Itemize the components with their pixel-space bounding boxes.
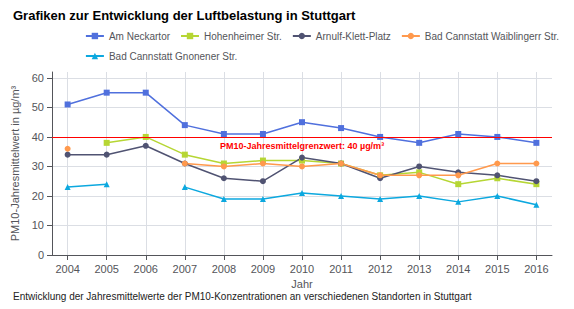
svg-text:Grafiken zur Entwicklung der L: Grafiken zur Entwicklung der Luftbelastu…: [13, 8, 356, 23]
svg-text:PM10-Jahresmittelgrenzwert: 40: PM10-Jahresmittelgrenzwert: 40 µg/m³: [220, 141, 384, 151]
svg-text:2011: 2011: [329, 263, 353, 275]
svg-text:2015: 2015: [485, 263, 509, 275]
svg-text:10: 10: [32, 219, 44, 231]
svg-text:2013: 2013: [407, 263, 431, 275]
svg-text:20: 20: [32, 190, 44, 202]
svg-text:60: 60: [32, 72, 44, 84]
svg-text:2006: 2006: [134, 263, 158, 275]
svg-text:40: 40: [32, 131, 44, 143]
svg-text:2004: 2004: [55, 263, 79, 275]
svg-text:2008: 2008: [212, 263, 236, 275]
svg-text:Bad Cannstatt Gnonener Str.: Bad Cannstatt Gnonener Str.: [109, 51, 237, 62]
svg-text:Bad Cannstatt Waiblingerr Str.: Bad Cannstatt Waiblingerr Str.: [425, 31, 559, 42]
svg-text:Am Neckartor: Am Neckartor: [109, 31, 171, 42]
svg-text:2010: 2010: [290, 263, 314, 275]
svg-text:2009: 2009: [251, 263, 275, 275]
svg-text:Entwicklung der Jahresmittelwe: Entwicklung der Jahresmittelwerte der PM…: [13, 291, 472, 302]
svg-text:2005: 2005: [94, 263, 118, 275]
svg-text:2016: 2016: [524, 263, 548, 275]
svg-text:PM10-Jahresmittelwert in µg/m³: PM10-Jahresmittelwert in µg/m³: [9, 85, 21, 241]
svg-text:50: 50: [32, 101, 44, 113]
svg-text:Arnulf-Klett-Platz: Arnulf-Klett-Platz: [316, 31, 391, 42]
svg-text:30: 30: [32, 160, 44, 172]
svg-text:0: 0: [38, 249, 44, 261]
svg-text:2012: 2012: [368, 263, 392, 275]
svg-text:2014: 2014: [446, 263, 470, 275]
svg-text:Hohenheimer Str.: Hohenheimer Str.: [204, 31, 282, 42]
svg-text:Jahr: Jahr: [291, 278, 313, 290]
svg-text:2007: 2007: [173, 263, 197, 275]
